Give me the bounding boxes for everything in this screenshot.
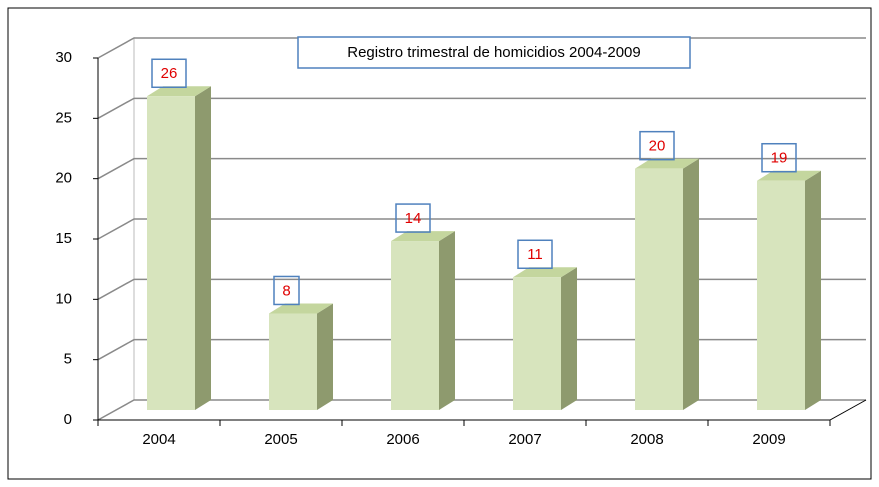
bar	[147, 86, 211, 411]
value-label: 14	[405, 210, 422, 227]
grid-line	[97, 218, 866, 240]
bar-side	[439, 231, 455, 410]
bar-top	[391, 231, 455, 242]
bar-top	[635, 158, 699, 169]
bar-side	[805, 170, 821, 410]
chart-title: Registro trimestral de homicidios 2004-2…	[347, 44, 640, 61]
bar-top	[269, 303, 333, 314]
grid-line	[97, 97, 866, 119]
y-tick-label: 15	[55, 230, 72, 247]
bar-front	[391, 241, 439, 410]
bar-top	[513, 267, 577, 278]
y-tick-label: 20	[55, 170, 72, 187]
grid-line	[97, 338, 866, 361]
value-label: 11	[527, 246, 543, 263]
bar-side	[683, 158, 699, 410]
y-tick-label: 5	[64, 351, 72, 368]
bar-front	[147, 96, 195, 411]
bar-front	[513, 277, 561, 410]
bar-front	[269, 313, 317, 410]
bar-top	[147, 86, 211, 97]
value-label: 26	[161, 65, 178, 82]
value-label-box	[395, 203, 431, 233]
bar	[391, 231, 455, 410]
y-tick-label: 30	[55, 49, 72, 66]
x-tick-label: 2004	[142, 431, 175, 448]
bar-front	[635, 168, 683, 410]
bar	[757, 170, 821, 410]
value-label-box	[761, 142, 797, 173]
bar-top	[757, 170, 821, 181]
value-label-box	[639, 130, 675, 161]
x-tick-label: 2009	[752, 431, 785, 448]
value-label: 19	[771, 150, 788, 167]
x-tick-label: 2007	[508, 431, 541, 448]
x-tick-label: 2005	[264, 431, 297, 448]
grid-line	[97, 278, 866, 300]
x-tick-label: 2008	[630, 431, 663, 448]
grid-line	[97, 157, 866, 180]
bar-side	[317, 303, 333, 410]
title-box	[297, 36, 691, 69]
y-tick-label: 0	[64, 411, 72, 428]
bar-front	[757, 180, 805, 410]
bar-side	[561, 267, 577, 410]
y-tick-label: 25	[55, 109, 72, 126]
value-label-box	[151, 58, 187, 89]
grid-line	[97, 399, 866, 421]
bar-side	[195, 86, 211, 411]
value-label: 8	[282, 282, 290, 299]
x-tick-label: 2006	[386, 431, 419, 448]
y-tick-label: 10	[55, 290, 72, 307]
value-label: 20	[649, 138, 666, 155]
value-label-box	[517, 239, 553, 270]
bar	[269, 303, 333, 410]
bar	[513, 267, 577, 410]
value-label-box	[273, 275, 300, 306]
bar	[635, 158, 699, 410]
